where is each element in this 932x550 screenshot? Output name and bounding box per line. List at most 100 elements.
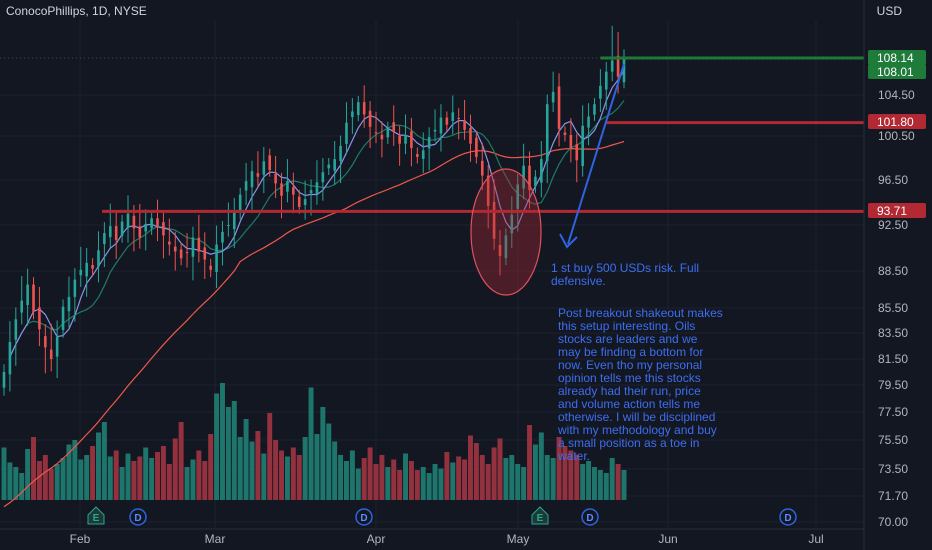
volume-bar bbox=[355, 468, 361, 500]
volume-bar bbox=[527, 425, 533, 500]
candle-body bbox=[351, 111, 354, 118]
candle bbox=[374, 111, 378, 144]
candle bbox=[232, 198, 236, 249]
candle-body bbox=[120, 221, 124, 236]
candle bbox=[61, 299, 65, 338]
candle-body bbox=[179, 249, 183, 259]
candle-body bbox=[398, 135, 401, 144]
volume-bar bbox=[432, 464, 438, 500]
earnings-marker-shape bbox=[531, 506, 549, 525]
candle-body bbox=[114, 226, 118, 240]
candle-body bbox=[427, 137, 431, 149]
volume-bar bbox=[320, 407, 326, 500]
candle-body bbox=[528, 165, 531, 191]
candle-body bbox=[581, 125, 584, 167]
candle-body bbox=[404, 134, 407, 144]
candle-body bbox=[156, 218, 159, 227]
candle-body bbox=[138, 226, 142, 238]
dividend-marker-circle bbox=[581, 508, 599, 526]
candle bbox=[563, 126, 567, 142]
candle bbox=[622, 49, 626, 89]
candle-body bbox=[534, 176, 537, 187]
y-tick-label: 81.50 bbox=[878, 352, 908, 366]
earnings-marker: E bbox=[87, 506, 105, 525]
candle-body bbox=[622, 59, 626, 83]
candle bbox=[8, 321, 12, 392]
volume-bar bbox=[314, 434, 320, 500]
volume-bar bbox=[538, 432, 544, 500]
candle-body bbox=[185, 252, 189, 254]
annotation-note-thesis: Post breakout shakeout makes this setup … bbox=[558, 306, 723, 463]
candle-body bbox=[97, 250, 100, 267]
volume-bar bbox=[403, 453, 409, 500]
y-tick-label: 75.50 bbox=[878, 433, 908, 447]
candle bbox=[368, 101, 372, 149]
volume-bar bbox=[450, 462, 456, 500]
candle-body bbox=[410, 131, 413, 149]
candle-body bbox=[610, 60, 614, 72]
volume-bar bbox=[131, 461, 137, 500]
candle bbox=[416, 147, 419, 164]
candle-body bbox=[510, 214, 514, 234]
candle-body bbox=[599, 85, 602, 99]
candle bbox=[557, 73, 561, 147]
volume-bar bbox=[591, 467, 597, 500]
y-tick-label: 83.50 bbox=[878, 326, 908, 340]
earnings-marker: E bbox=[531, 506, 549, 525]
volume-bar bbox=[615, 464, 621, 500]
volume-bar bbox=[568, 450, 574, 500]
candle bbox=[238, 187, 242, 220]
volume-bar bbox=[497, 438, 503, 500]
shakeout-highlight-ellipse bbox=[470, 168, 542, 296]
currency-label: USD bbox=[876, 4, 902, 18]
candle bbox=[274, 155, 277, 198]
volume-bar bbox=[503, 458, 509, 500]
volume-bar bbox=[373, 464, 379, 500]
candle bbox=[297, 189, 301, 214]
candle-body bbox=[557, 86, 561, 129]
candle bbox=[2, 364, 6, 396]
candle-body bbox=[26, 284, 29, 306]
candle bbox=[569, 118, 573, 163]
candle bbox=[162, 211, 165, 259]
x-tick-label: Mar bbox=[205, 532, 226, 546]
candle-body bbox=[516, 184, 520, 209]
volume-bar bbox=[521, 467, 527, 500]
candle-body bbox=[79, 269, 83, 276]
event-marker-label: E bbox=[93, 513, 100, 524]
volume-bar bbox=[267, 413, 273, 500]
volume-bar bbox=[343, 461, 349, 500]
candle-body bbox=[209, 265, 212, 270]
candle-body bbox=[345, 122, 348, 144]
candle bbox=[528, 151, 531, 209]
volume-bar bbox=[178, 422, 184, 500]
candle bbox=[392, 105, 396, 146]
volume-bar bbox=[255, 431, 261, 500]
volume-bar bbox=[574, 455, 580, 500]
volume-bar bbox=[326, 423, 332, 500]
volume-bar bbox=[237, 437, 243, 500]
candle bbox=[126, 195, 130, 243]
volume-bar bbox=[143, 447, 149, 500]
candle bbox=[49, 324, 53, 372]
candle-body bbox=[416, 154, 419, 157]
candle bbox=[475, 131, 478, 164]
candle-body bbox=[73, 279, 77, 297]
candle bbox=[439, 104, 443, 152]
candle bbox=[38, 286, 41, 346]
volume-bar bbox=[338, 455, 344, 500]
candle-body bbox=[91, 265, 94, 269]
candle bbox=[221, 221, 224, 266]
volume-bar bbox=[284, 456, 290, 500]
volume-bar bbox=[149, 458, 155, 500]
candle-body bbox=[268, 155, 272, 171]
volume-bar bbox=[420, 467, 426, 500]
volume-bar bbox=[379, 455, 385, 500]
candle-body bbox=[439, 117, 443, 134]
candle-body bbox=[469, 128, 472, 144]
volume-bar bbox=[125, 453, 131, 500]
price-tag-box bbox=[868, 50, 926, 65]
dividend-marker: D bbox=[779, 508, 797, 526]
candle bbox=[67, 276, 71, 328]
